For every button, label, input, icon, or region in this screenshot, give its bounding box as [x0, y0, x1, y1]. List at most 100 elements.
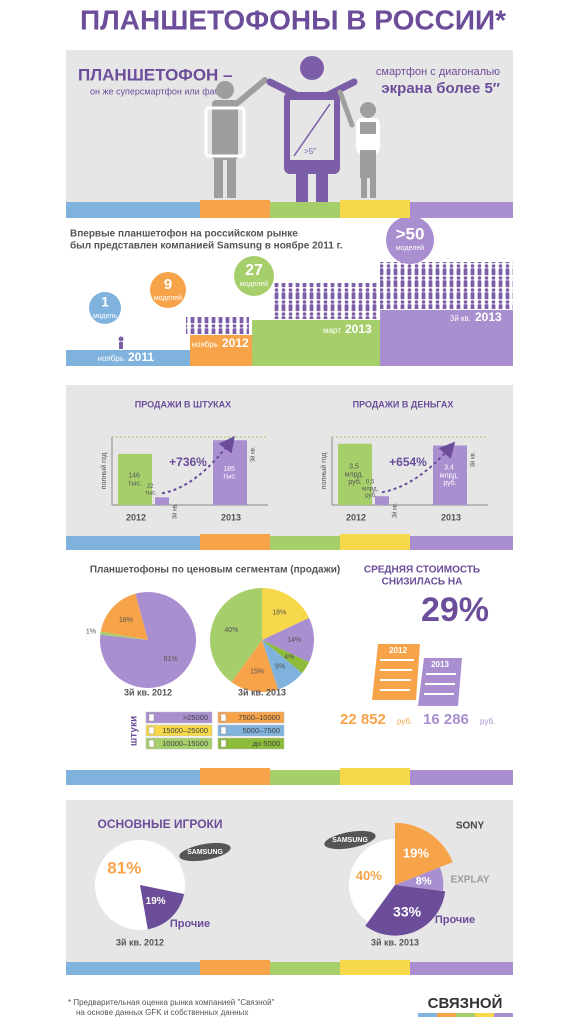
pie-slice	[349, 839, 395, 923]
logo-badge	[324, 830, 376, 850]
stripe	[270, 536, 340, 550]
pie-slice	[365, 885, 446, 936]
stripe	[340, 200, 410, 218]
category-label: SAMSUNG	[187, 849, 223, 856]
legend-icon	[220, 726, 227, 735]
stripe	[200, 768, 270, 785]
legend-icon	[220, 739, 227, 748]
axis-label: полный год	[100, 453, 108, 490]
pie-slice	[262, 617, 314, 663]
stripe	[200, 534, 270, 550]
receipts	[372, 644, 462, 706]
stripe	[270, 202, 340, 218]
pie-slice	[95, 839, 186, 930]
pie-label: 18%	[119, 617, 133, 624]
step-month: 3й кв.	[450, 314, 471, 323]
bar	[338, 443, 372, 505]
value-label: 3,4 млрд. руб.	[440, 464, 461, 486]
step-year: 2013	[475, 310, 502, 324]
pie-label: 14%	[287, 637, 301, 644]
stripe	[200, 200, 270, 218]
stripe	[66, 770, 200, 785]
pie-label: 9%	[275, 664, 285, 671]
legend-label: 7500–10000	[238, 713, 280, 722]
pie-slice	[395, 867, 444, 892]
price-title: СРЕДНЯЯ СТОИМОСТЬ	[364, 565, 480, 576]
pie-label: 33%	[393, 904, 422, 920]
category-label: Прочие	[435, 914, 475, 926]
intro-subheading: он же суперсмартфон или фаблет	[90, 86, 233, 96]
steps	[66, 216, 513, 366]
legend-swatch	[217, 737, 285, 750]
value-label: 0,5 млрд. руб.	[362, 479, 380, 498]
step-month: ноябрь	[98, 354, 124, 363]
pie-slice	[262, 640, 310, 674]
step-month: март	[323, 326, 341, 335]
value-label: 185 тыс.	[223, 466, 237, 481]
legend-label: >25000	[183, 713, 208, 722]
price-value: 22 852	[340, 711, 386, 728]
legend-label: 5000–7500	[242, 726, 280, 735]
logo: СВЯЗНОЙ	[428, 994, 503, 1012]
legend-label: до 5000	[253, 739, 280, 748]
trend-arrow	[161, 435, 235, 495]
price-title: СНИЗИЛАСЬ НА	[382, 577, 463, 588]
pie-slice	[100, 631, 148, 640]
price-unit: руб.	[480, 717, 495, 726]
timeline-text: Впервые планшетофон на российском рынке	[70, 228, 298, 240]
price-value: 16 286	[423, 711, 469, 728]
series-label: 3й кв.	[470, 451, 477, 467]
annotation: +736%	[169, 455, 207, 469]
footnote: на основе данных GFK и собственных данны…	[76, 1008, 248, 1017]
step-count: >50	[396, 224, 425, 243]
legend-icon	[220, 713, 227, 722]
series-label: 3й кв.	[250, 446, 257, 462]
legend-label: штуки	[129, 716, 140, 746]
pie-label: 18%	[272, 610, 286, 617]
logo-stripe	[418, 1013, 513, 1017]
legend-swatch	[217, 724, 285, 737]
stripe	[66, 962, 200, 975]
players-title: ОСНОВНЫЕ ИГРОКИ	[98, 817, 223, 831]
legend-swatch	[145, 737, 213, 750]
pie-label: 40%	[356, 868, 382, 883]
chart-title: ПРОДАЖИ В ШТУКАХ	[135, 399, 231, 409]
axis-label: полный год	[320, 453, 328, 490]
pie-label: 1%	[86, 629, 96, 636]
x-tick-label: 2013	[221, 512, 241, 522]
pie-label: 19%	[146, 896, 166, 907]
pie-slice	[262, 588, 310, 640]
pie-title: 3й кв. 2012	[116, 937, 164, 947]
stripe	[270, 962, 340, 975]
pie-label: 19%	[403, 846, 429, 861]
pie-label: 40%	[224, 627, 238, 634]
legend-swatch	[217, 711, 285, 724]
trend-arrow	[381, 441, 456, 494]
category-label: EXPLAY	[450, 875, 489, 886]
chart-title: ПРОДАЖИ В ДЕНЬГАХ	[353, 399, 454, 409]
series-label: 3й кв.	[172, 503, 179, 519]
category-label: SONY	[456, 821, 485, 832]
value-label: 22 тыс.	[145, 484, 157, 497]
pie-title: 3й кв. 2013	[371, 937, 419, 947]
legend-label: 15000–25000	[162, 726, 208, 735]
stripe	[340, 768, 410, 785]
legend-label: 10000–15000	[162, 739, 208, 748]
stripe	[340, 960, 410, 975]
footnote: * Предварительная оценка рынка компанией…	[68, 998, 275, 1007]
pie-slice	[231, 640, 279, 693]
pie-slice	[100, 593, 148, 640]
category-label: SAMSUNG	[332, 837, 368, 844]
step-unit: модель	[93, 313, 117, 320]
legend-icon	[148, 713, 155, 722]
series-label: 3й кв.	[392, 502, 399, 518]
pie-label: 81%	[164, 656, 178, 663]
pie-title: 3й кв. 2012	[124, 687, 172, 697]
pie-slice	[395, 822, 453, 885]
segments-title: Планшетофоны по ценовым сегментам (прода…	[90, 564, 340, 576]
step-unit: моделей	[154, 294, 182, 302]
step-year: 2013	[345, 322, 372, 336]
receipt-year: 2013	[431, 660, 449, 669]
step-unit: моделей	[240, 280, 268, 288]
pie-slice	[100, 592, 197, 688]
